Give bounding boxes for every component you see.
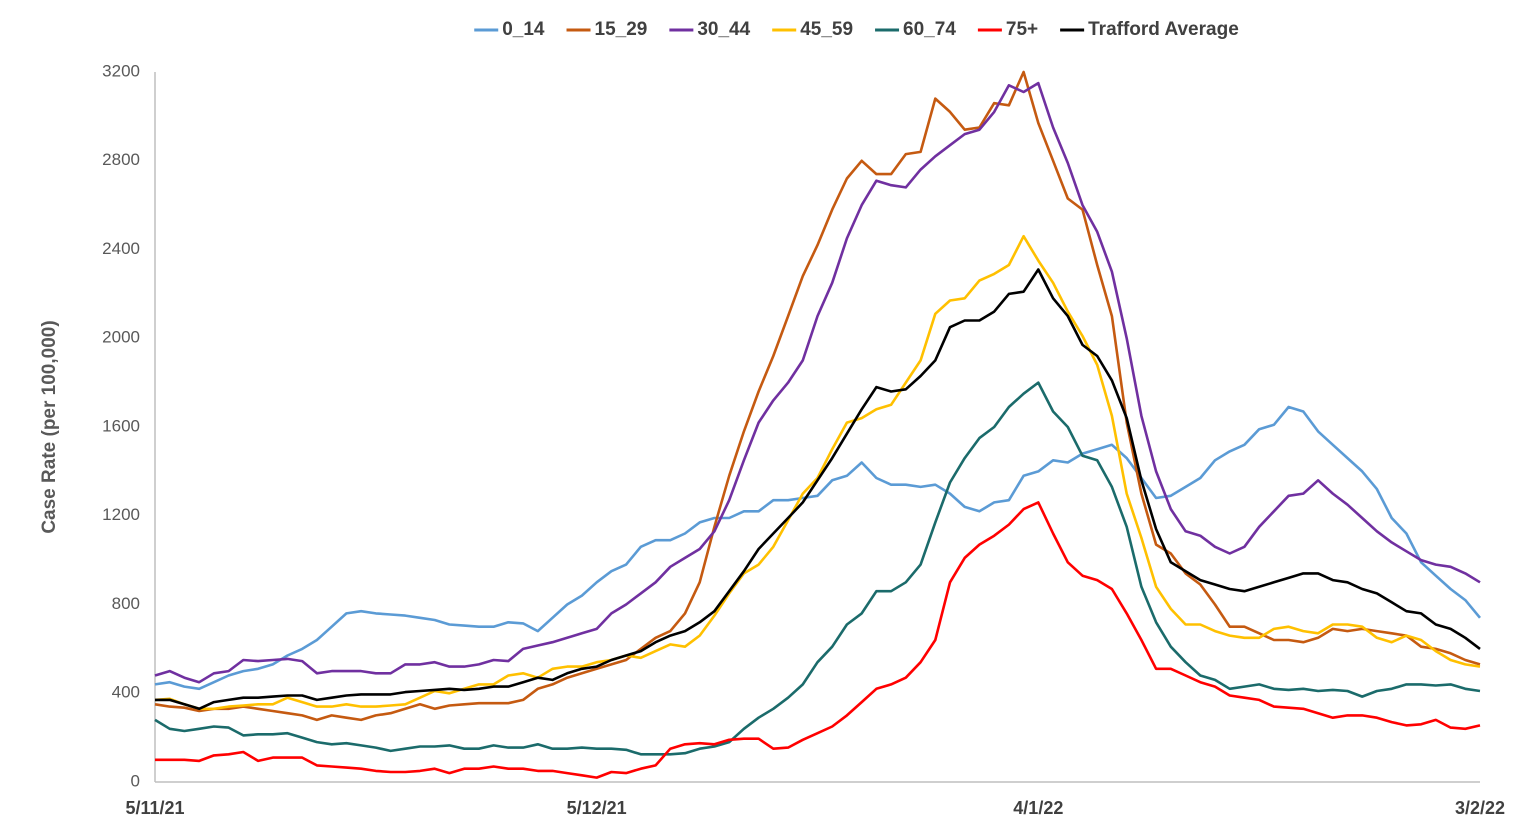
- y-tick-label: 800: [112, 594, 140, 613]
- series-line: [154, 405, 1482, 691]
- series-line: [155, 268, 1481, 711]
- legend-label: Trafford Average: [1088, 19, 1239, 40]
- legend-label: 15_29: [595, 19, 648, 40]
- y-tick-label: 2000: [102, 328, 140, 347]
- legend-label: 45_59: [800, 19, 853, 40]
- x-tick-label: 5/11/21: [125, 798, 184, 818]
- legend-label: 30_44: [697, 19, 750, 40]
- x-tick-label: 3/2/22: [1455, 798, 1505, 818]
- series-line: [154, 234, 1481, 711]
- series-line: [154, 70, 1481, 722]
- series-line: [154, 381, 1481, 756]
- y-tick-label: 2400: [102, 239, 140, 258]
- y-tick-label: 2800: [102, 150, 140, 169]
- y-tick-label: 1200: [102, 505, 140, 524]
- x-tick-label: 4/1/22: [1013, 798, 1063, 818]
- series-line: [154, 81, 1481, 684]
- y-tick-label: 1600: [102, 416, 140, 435]
- y-tick-label: 0: [131, 771, 140, 790]
- x-tick-label: 5/12/21: [567, 798, 627, 818]
- legend-label: 60_74: [903, 19, 956, 40]
- legend-label: 75+: [1006, 19, 1038, 40]
- y-axis-title: Case Rate (per 100,000): [39, 320, 60, 533]
- legend-label: 0_14: [502, 19, 545, 40]
- series-line: [155, 501, 1481, 779]
- y-tick-label: 400: [112, 683, 140, 702]
- y-tick-label: 3200: [102, 61, 140, 80]
